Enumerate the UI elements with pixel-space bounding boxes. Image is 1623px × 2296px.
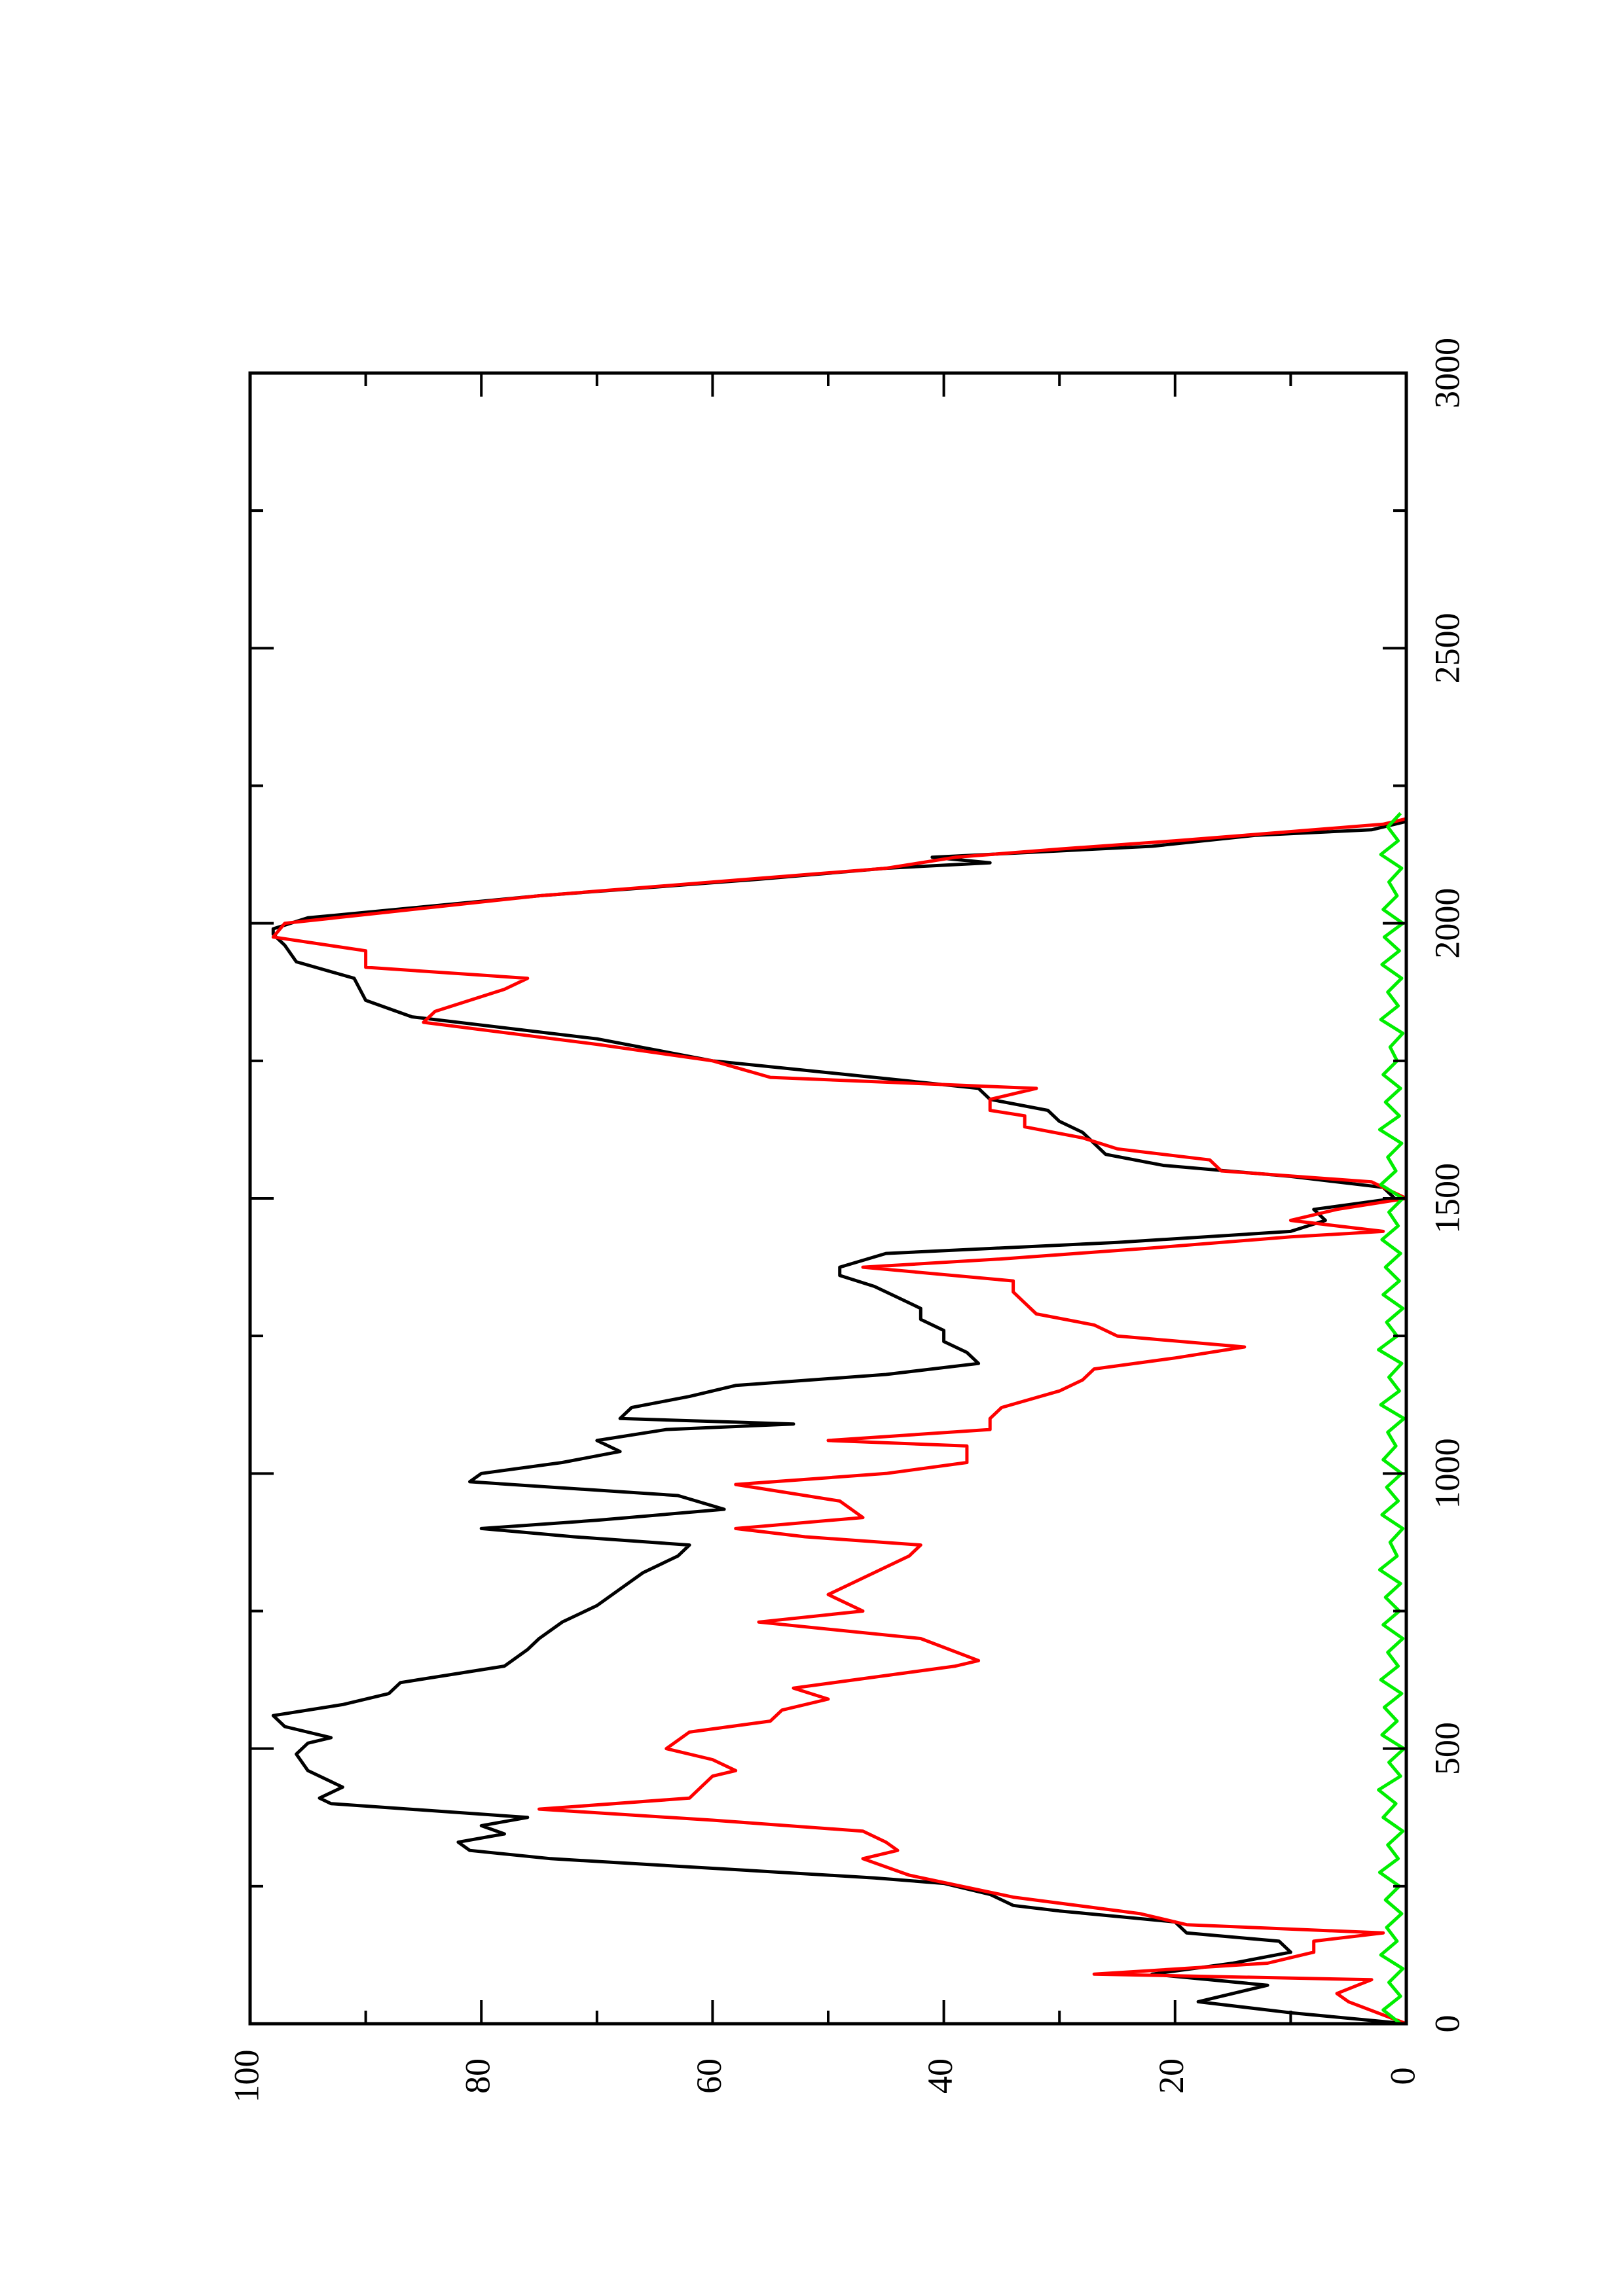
- y-axis-ticks: [249, 373, 1408, 2024]
- series-layer: [271, 812, 1408, 2026]
- x-tick-label: 2000: [1427, 888, 1467, 959]
- x-axis-ticks: [250, 372, 1406, 2025]
- y-tick-label: 40: [921, 2058, 960, 2094]
- x-tick-label: 500: [1427, 1722, 1467, 1775]
- x-tick-label: 3000: [1427, 338, 1467, 408]
- y-tick-label: 100: [227, 2050, 266, 2103]
- y-tick-label: 20: [1152, 2058, 1191, 2094]
- series-line-2: [271, 817, 1408, 2026]
- series-line-3: [1377, 812, 1406, 2025]
- series-line-1: [271, 819, 1407, 2026]
- x-tick-label: 1500: [1427, 1163, 1467, 1234]
- x-tick-label: 2500: [1427, 613, 1467, 683]
- plot-frame: [248, 371, 1408, 2026]
- y-tick-label: 60: [689, 2058, 729, 2094]
- x-tick-label: 0: [1427, 2015, 1467, 2033]
- y-tick-label: 80: [458, 2058, 498, 2094]
- y-tick-label: 0: [1383, 2068, 1422, 2085]
- y-axis-tick-labels: 0 20 40 60 80 100: [227, 2050, 1422, 2103]
- x-tick-label: 1000: [1427, 1438, 1467, 1509]
- x-axis-tick-labels: 0 500 1000 1500 2000 2500 3000: [1427, 338, 1467, 2033]
